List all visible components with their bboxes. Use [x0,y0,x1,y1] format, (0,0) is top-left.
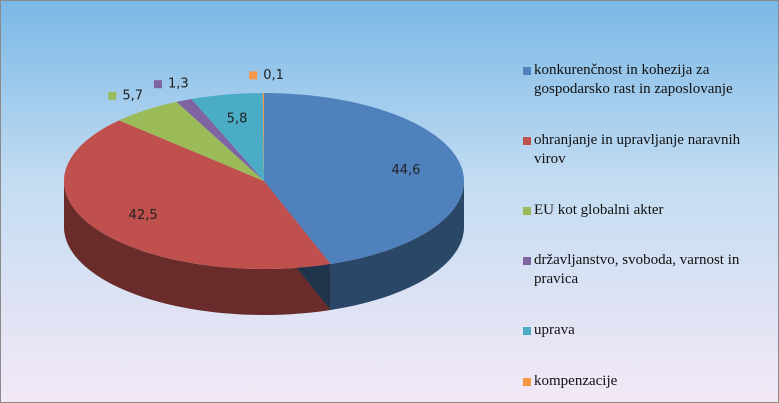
legend: konkurenčnost in kohezija za gospodarsko… [523,61,773,391]
legend-key [523,327,531,336]
legend-label: EU kot globalni akter [534,201,664,218]
legend-label: državljanstvo, svoboda, varnost in pravi… [534,252,740,288]
legend-item: kompenzacije [523,372,773,391]
pie-slice [64,120,331,269]
legend-key [523,377,531,386]
data-label: 5,7 [122,88,143,103]
pie-slice [176,98,264,181]
pie-side [64,181,331,315]
legend-item: državljanstvo, svoboda, varnost in pravi… [523,251,773,289]
legend-key [523,136,531,145]
pie-side [330,181,464,310]
data-label: 1,3 [168,77,189,92]
legend-label: kompenzacije [534,372,618,389]
legend-key [523,206,531,215]
data-label: 5,8 [227,111,248,126]
legend-label: uprava [534,322,575,339]
legend-item: uprava [523,321,773,340]
data-label: 0,1 [263,68,284,83]
data-label: 42,5 [129,208,158,223]
label-key [153,80,162,89]
pie-area: 44,6 42,5 5,7 1,3 5,8 0,1 [64,68,464,315]
legend-key [523,257,531,266]
legend-key [523,67,531,75]
legend-label: konkurenčnost in kohezija za gospodarsko… [534,62,733,97]
legend-item: konkurenčnost in kohezija za gospodarsko… [523,61,773,99]
pie-slice [262,93,264,181]
legend-item: ohranjanje in upravljanje naravnih virov [523,131,773,169]
legend-item: EU kot globalni akter [523,201,773,220]
data-label: 44,6 [391,163,420,178]
legend-label: ohranjanje in upravljanje naravnih virov [534,131,741,167]
pie-slice [191,93,264,181]
pie-slice [119,101,265,181]
label-key [108,91,117,100]
label-key [249,71,258,80]
pie-slice [264,93,464,264]
